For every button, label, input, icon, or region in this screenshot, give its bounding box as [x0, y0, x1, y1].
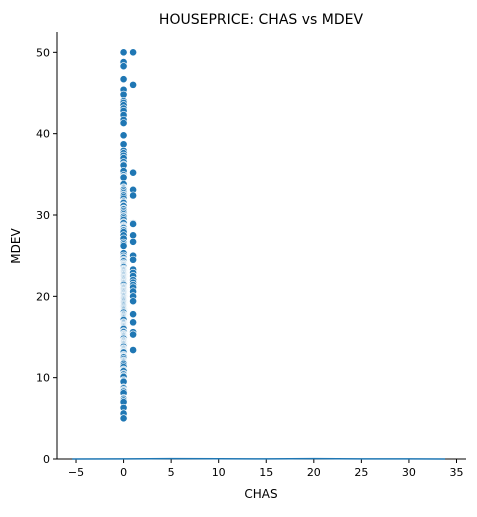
data-point — [129, 346, 136, 353]
x-tick-label: 25 — [354, 466, 368, 479]
x-tick-label: 10 — [212, 466, 226, 479]
x-tick-label: 20 — [307, 466, 321, 479]
data-point — [129, 256, 136, 263]
data-point — [129, 311, 136, 318]
data-point — [120, 415, 127, 422]
data-point — [120, 141, 127, 148]
x-tick-label: 5 — [168, 466, 175, 479]
data-point — [120, 132, 127, 139]
y-tick-label: 40 — [36, 128, 50, 141]
x-tick-label: 0 — [120, 466, 127, 479]
data-point — [129, 81, 136, 88]
x-tick-label: 30 — [402, 466, 416, 479]
y-tick-label: 50 — [36, 46, 50, 59]
data-point — [129, 220, 136, 227]
data-point — [129, 298, 136, 305]
data-point — [129, 238, 136, 245]
data-point — [129, 169, 136, 176]
y-tick-label: 30 — [36, 209, 50, 222]
data-point — [129, 331, 136, 338]
data-point — [120, 119, 127, 126]
data-point — [120, 76, 127, 83]
x-axis-ticks: −5 0 5 10 15 20 25 30 35 — [68, 459, 464, 479]
y-tick-label: 20 — [36, 290, 50, 303]
y-axis-ticks: 0 10 20 30 40 50 — [36, 46, 57, 466]
data-point — [120, 91, 127, 98]
data-points-group — [120, 49, 137, 422]
data-point — [129, 192, 136, 199]
data-point — [129, 319, 136, 326]
data-point — [120, 49, 127, 56]
x-tick-label: −5 — [68, 466, 84, 479]
data-point — [129, 49, 136, 56]
y-tick-label: 10 — [36, 372, 50, 385]
chart-title: HOUSEPRICE: CHAS vs MDEV — [159, 12, 364, 28]
data-point — [120, 63, 127, 70]
y-tick-label: 0 — [43, 453, 50, 466]
y-axis-label: MDEV — [9, 228, 23, 264]
data-point — [129, 232, 136, 239]
x-tick-label: 15 — [259, 466, 273, 479]
x-axis-label: CHAS — [244, 487, 277, 501]
data-point — [120, 174, 127, 181]
data-point — [120, 242, 127, 249]
x-tick-label: 35 — [449, 466, 463, 479]
